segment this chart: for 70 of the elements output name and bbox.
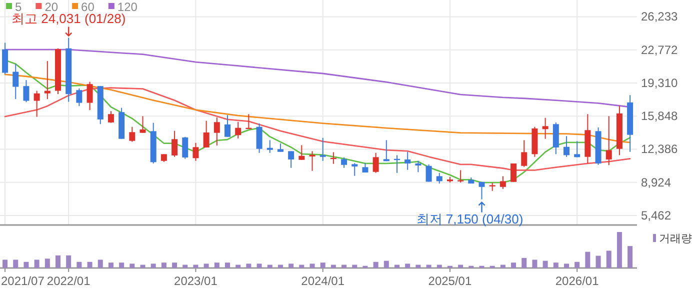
bar (553, 262, 558, 268)
bar (236, 264, 241, 268)
x-tick-label: 2023/01 (174, 274, 218, 288)
bar (204, 264, 209, 268)
bar (310, 264, 315, 268)
bar (76, 262, 82, 268)
y-tick-label: 12,386 (641, 142, 678, 156)
bar (564, 264, 569, 268)
bar (532, 260, 538, 268)
bar (426, 264, 432, 268)
bar (140, 264, 146, 268)
bar (596, 256, 601, 268)
bar (500, 264, 506, 268)
bar (34, 260, 40, 268)
bar (119, 262, 124, 268)
bar (616, 232, 622, 268)
legend-label: 거래량 (659, 233, 692, 245)
bar (330, 264, 336, 268)
bar (585, 252, 590, 268)
bar (288, 264, 294, 268)
bar (384, 260, 389, 268)
bar (150, 264, 156, 268)
y-tick-label: 15,848 (641, 109, 678, 124)
bar (405, 264, 410, 268)
bar (606, 250, 612, 268)
bar (44, 258, 50, 268)
bar (628, 246, 633, 268)
y-tick-label: 22,772 (641, 42, 678, 57)
x-tick-label: 2022/01 (46, 274, 91, 288)
bar (416, 264, 421, 268)
bar (574, 262, 580, 268)
bar (267, 264, 272, 268)
bar (299, 264, 304, 268)
y-tick-label: 8,924 (641, 175, 672, 190)
bar (320, 262, 326, 268)
bar (522, 258, 527, 268)
x-tick-label: 2025/01 (428, 274, 472, 288)
bar (130, 264, 135, 268)
bar (161, 262, 166, 268)
x-tick-label: 2024/01 (301, 274, 345, 288)
bar (394, 264, 400, 268)
bar (436, 264, 442, 268)
bar (214, 262, 220, 268)
bar (193, 264, 198, 268)
y-tick-label: 26,233 (641, 10, 678, 24)
bar (352, 264, 358, 268)
x-tick-label: 2021/07 (1, 274, 45, 288)
bar (98, 260, 103, 268)
y-tick-label: 19,310 (641, 76, 678, 90)
bar (542, 260, 548, 268)
bar (56, 255, 61, 268)
bar (246, 264, 252, 268)
bar (172, 262, 178, 268)
bar (511, 262, 516, 268)
bar (2, 260, 8, 268)
bar (256, 264, 262, 268)
bar (13, 260, 18, 268)
annotation: 최저 7,150 (04/30) (416, 211, 524, 226)
bar (24, 262, 29, 268)
bar (108, 262, 114, 268)
y-tick-label: 5,462 (641, 208, 672, 223)
bar (373, 262, 378, 268)
bar (66, 255, 72, 268)
bar (342, 264, 347, 268)
bar (87, 262, 92, 268)
bar (458, 264, 464, 268)
x-tick-label: 2026/01 (555, 274, 600, 288)
bar (225, 262, 230, 268)
bar (182, 264, 188, 268)
bar (278, 264, 283, 268)
